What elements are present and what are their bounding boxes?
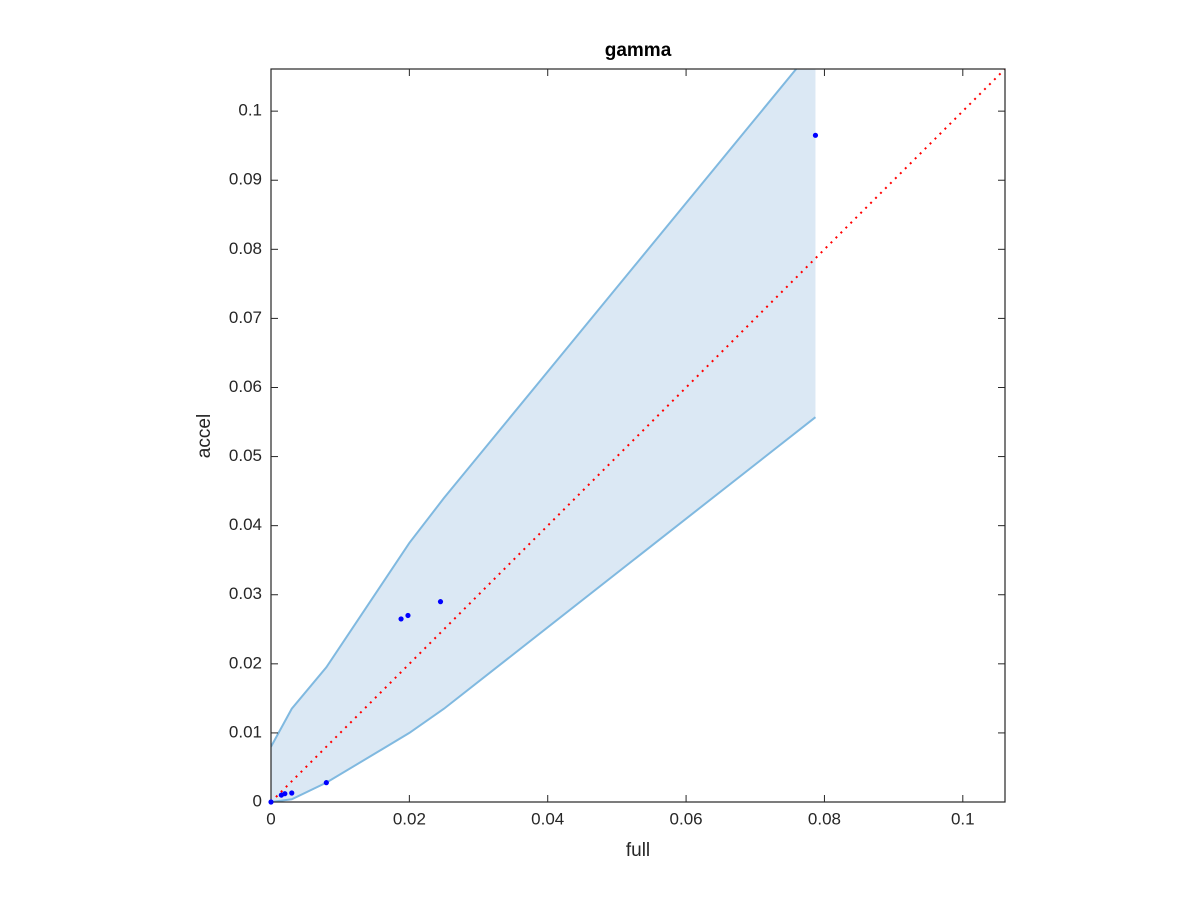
x-tick-label: 0 — [266, 809, 275, 828]
plot-area — [271, 69, 1005, 802]
y-tick-label: 0.04 — [229, 515, 262, 534]
y-tick-label: 0 — [253, 791, 262, 810]
y-tick-label: 0.03 — [229, 584, 262, 603]
chart-title: gamma — [605, 40, 672, 61]
band-upper — [271, 69, 798, 748]
y-tick-label: 0.07 — [229, 308, 262, 327]
y-tick-label: 0.05 — [229, 446, 262, 465]
x-tick-label: 0.08 — [808, 809, 841, 828]
point — [437, 599, 444, 605]
point — [282, 791, 288, 797]
y-tick-label: 0.08 — [229, 239, 262, 258]
band-fill — [271, 69, 816, 802]
band-lower — [271, 416, 817, 802]
axes-box — [270, 68, 1006, 803]
reference-line — [271, 69, 1005, 802]
x-tick-label: 0.1 — [951, 809, 975, 828]
point — [289, 790, 295, 796]
y-tick-label: 0.1 — [238, 101, 262, 120]
axes: 0 0.02 0.04 0.06 0.08 0.1 0 0.01 0.02 0.03 0.04 0.0… — [229, 68, 1006, 828]
y-tick-label: 0.09 — [229, 170, 262, 189]
y-axis-label: accel — [194, 414, 215, 458]
x-axis-label: full — [626, 840, 650, 861]
x-tick-label: 0.06 — [670, 809, 703, 828]
y-tick-label: 0.06 — [229, 377, 262, 396]
point — [812, 132, 819, 138]
x-tick-label: 0.02 — [393, 809, 426, 828]
y-tick-label: 0.02 — [229, 653, 262, 672]
y-tick-label: 0.01 — [229, 722, 262, 741]
point — [323, 780, 329, 786]
x-tick-label: 0.04 — [531, 809, 564, 828]
point — [405, 612, 411, 619]
point — [268, 799, 274, 805]
point — [398, 616, 404, 622]
